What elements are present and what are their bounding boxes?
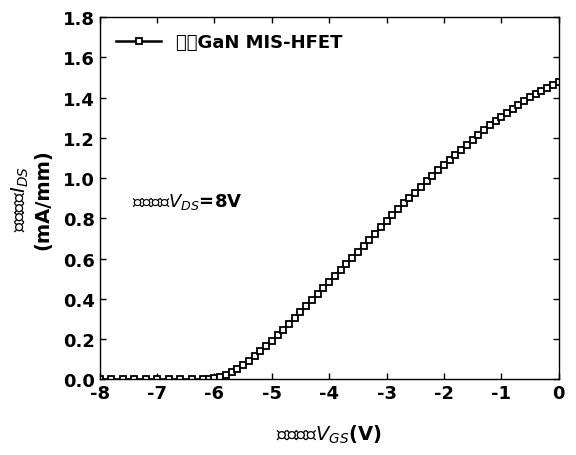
Text: 漏源电压$\mathit{V}_{DS}$=8V: 漏源电压$\mathit{V}_{DS}$=8V [132,192,242,212]
Text: 栅源电压$\mathit{V}_{GS}$(V): 栅源电压$\mathit{V}_{GS}$(V) [276,423,382,445]
Legend: 常规GaN MIS-HFET: 常规GaN MIS-HFET [109,27,349,60]
Text: 漏极电流$\mathit{I}_{DS}$
(mA/mm): 漏极电流$\mathit{I}_{DS}$ (mA/mm) [9,149,52,249]
